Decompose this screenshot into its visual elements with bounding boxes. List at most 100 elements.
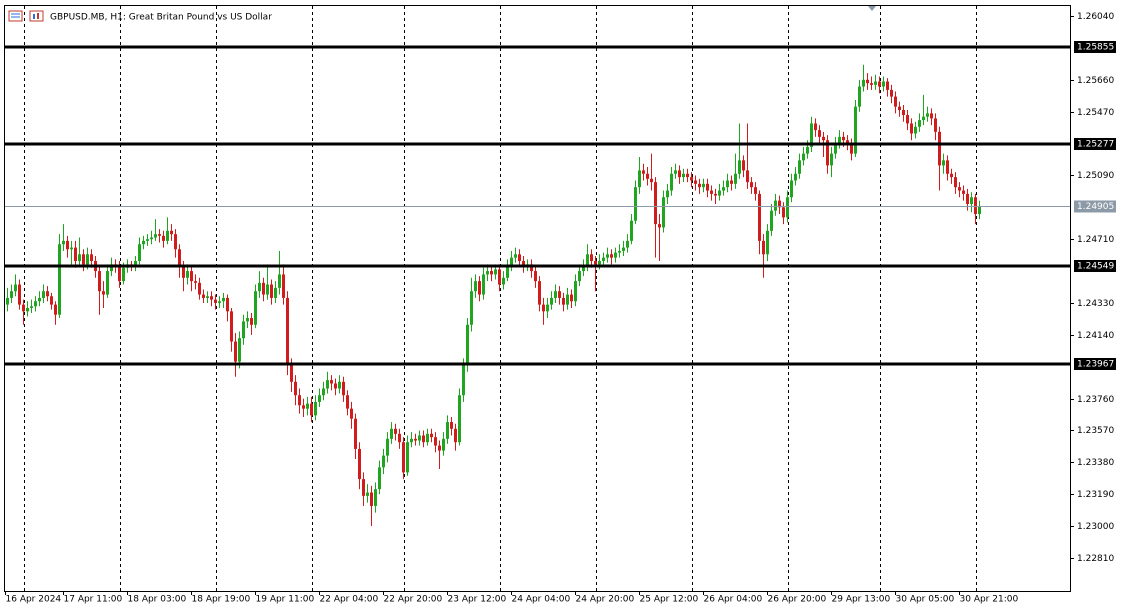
candle-body	[490, 271, 493, 275]
candle-body	[626, 240, 629, 248]
candle-body	[794, 173, 797, 181]
icon	[37, 13, 39, 19]
candle-body	[682, 173, 685, 178]
candle-body	[822, 136, 825, 141]
candle-body	[218, 301, 221, 303]
candle-body	[758, 193, 761, 241]
candle-body	[866, 79, 869, 84]
candle-body	[22, 304, 25, 312]
candle-body	[846, 140, 849, 144]
candle-body	[342, 381, 345, 396]
candle-body	[350, 408, 353, 419]
candle-body	[814, 123, 817, 131]
candle-body	[882, 81, 885, 87]
last-price-label-bg	[1074, 200, 1116, 213]
candle-body	[122, 267, 125, 282]
candle-body	[434, 437, 437, 446]
candle-body	[566, 294, 569, 305]
candle-body	[594, 261, 597, 265]
candle-body	[366, 492, 369, 496]
candle-body	[930, 113, 933, 119]
y-tick-label: 1.23380	[1077, 458, 1114, 468]
candle-body	[674, 170, 677, 174]
candle-body	[938, 131, 941, 166]
candle-body	[38, 297, 41, 302]
candle-body	[810, 123, 813, 147]
candle-body	[10, 291, 13, 298]
x-tick-label: 30 Apr 05:00	[896, 595, 955, 605]
candle-body	[34, 301, 37, 307]
candle-body	[838, 136, 841, 144]
candle-body	[734, 173, 737, 184]
candle-body	[954, 177, 957, 188]
candle-body	[826, 140, 829, 166]
x-tick-label: 18 Apr 19:00	[192, 595, 251, 605]
candle-body	[638, 170, 641, 188]
candle-body	[766, 230, 769, 255]
candle-body	[666, 190, 669, 198]
candle-body	[586, 254, 589, 267]
level-label: 1.23967	[1077, 360, 1114, 370]
candle-body	[266, 284, 269, 295]
candle-body	[762, 240, 765, 255]
candle-body	[322, 388, 325, 396]
candle-body	[174, 234, 177, 250]
y-tick-label: 1.25660	[1077, 76, 1114, 86]
candle-body	[706, 183, 709, 191]
candle-body	[546, 304, 549, 312]
candle-body	[78, 254, 81, 262]
candle-body	[486, 271, 489, 275]
candle-body	[858, 86, 861, 107]
candle-body	[326, 380, 329, 389]
candle-body	[726, 180, 729, 188]
candle-body	[914, 126, 917, 134]
candle-body	[658, 224, 661, 228]
candle-body	[742, 160, 745, 171]
candle-body	[242, 321, 245, 339]
candle-body	[478, 281, 481, 295]
y-tick-label: 1.23190	[1077, 490, 1114, 500]
candle-body	[134, 261, 137, 267]
candle-body	[450, 422, 453, 429]
candle-body	[298, 395, 301, 406]
x-tick-label: 22 Apr 20:00	[384, 595, 443, 605]
symbol-icons	[8, 10, 44, 22]
candle-body	[950, 173, 953, 178]
y-tick-label: 1.26040	[1077, 12, 1114, 22]
candle-body	[330, 380, 333, 384]
candle-body	[238, 338, 241, 362]
candle-body	[818, 130, 821, 137]
level-label-bg	[1074, 260, 1116, 272]
candle-body	[406, 442, 409, 473]
candle-body	[746, 170, 749, 183]
candle-body	[222, 297, 225, 302]
candle-body	[562, 297, 565, 305]
shift-marker	[868, 6, 876, 11]
candle-body	[750, 182, 753, 188]
candle-body	[354, 418, 357, 449]
candle-body	[70, 247, 73, 250]
candle-body	[598, 261, 601, 265]
x-tick-label: 17 Apr 11:00	[64, 595, 123, 605]
level-label-bg	[1074, 358, 1116, 370]
candle-body	[110, 264, 113, 272]
candle-body	[870, 83, 873, 85]
x-tick-label: 26 Apr 20:00	[768, 595, 827, 605]
candle-body	[774, 200, 777, 211]
candle-body	[138, 244, 141, 262]
level-label-bg	[1074, 138, 1116, 150]
candle-body	[570, 294, 573, 302]
candle-body	[42, 291, 45, 298]
candle-body	[430, 433, 433, 438]
candle-body	[974, 197, 977, 215]
candle-body	[66, 240, 69, 250]
candle-body	[118, 266, 121, 282]
candle-body	[970, 197, 973, 204]
x-tick-label: 18 Apr 03:00	[128, 595, 187, 605]
candle-body	[618, 250, 621, 253]
candle-body	[442, 438, 445, 451]
candle-body	[714, 193, 717, 196]
candle-body	[142, 240, 145, 245]
candle-body	[422, 435, 425, 443]
x-tick-label: 22 Apr 04:00	[320, 595, 379, 605]
